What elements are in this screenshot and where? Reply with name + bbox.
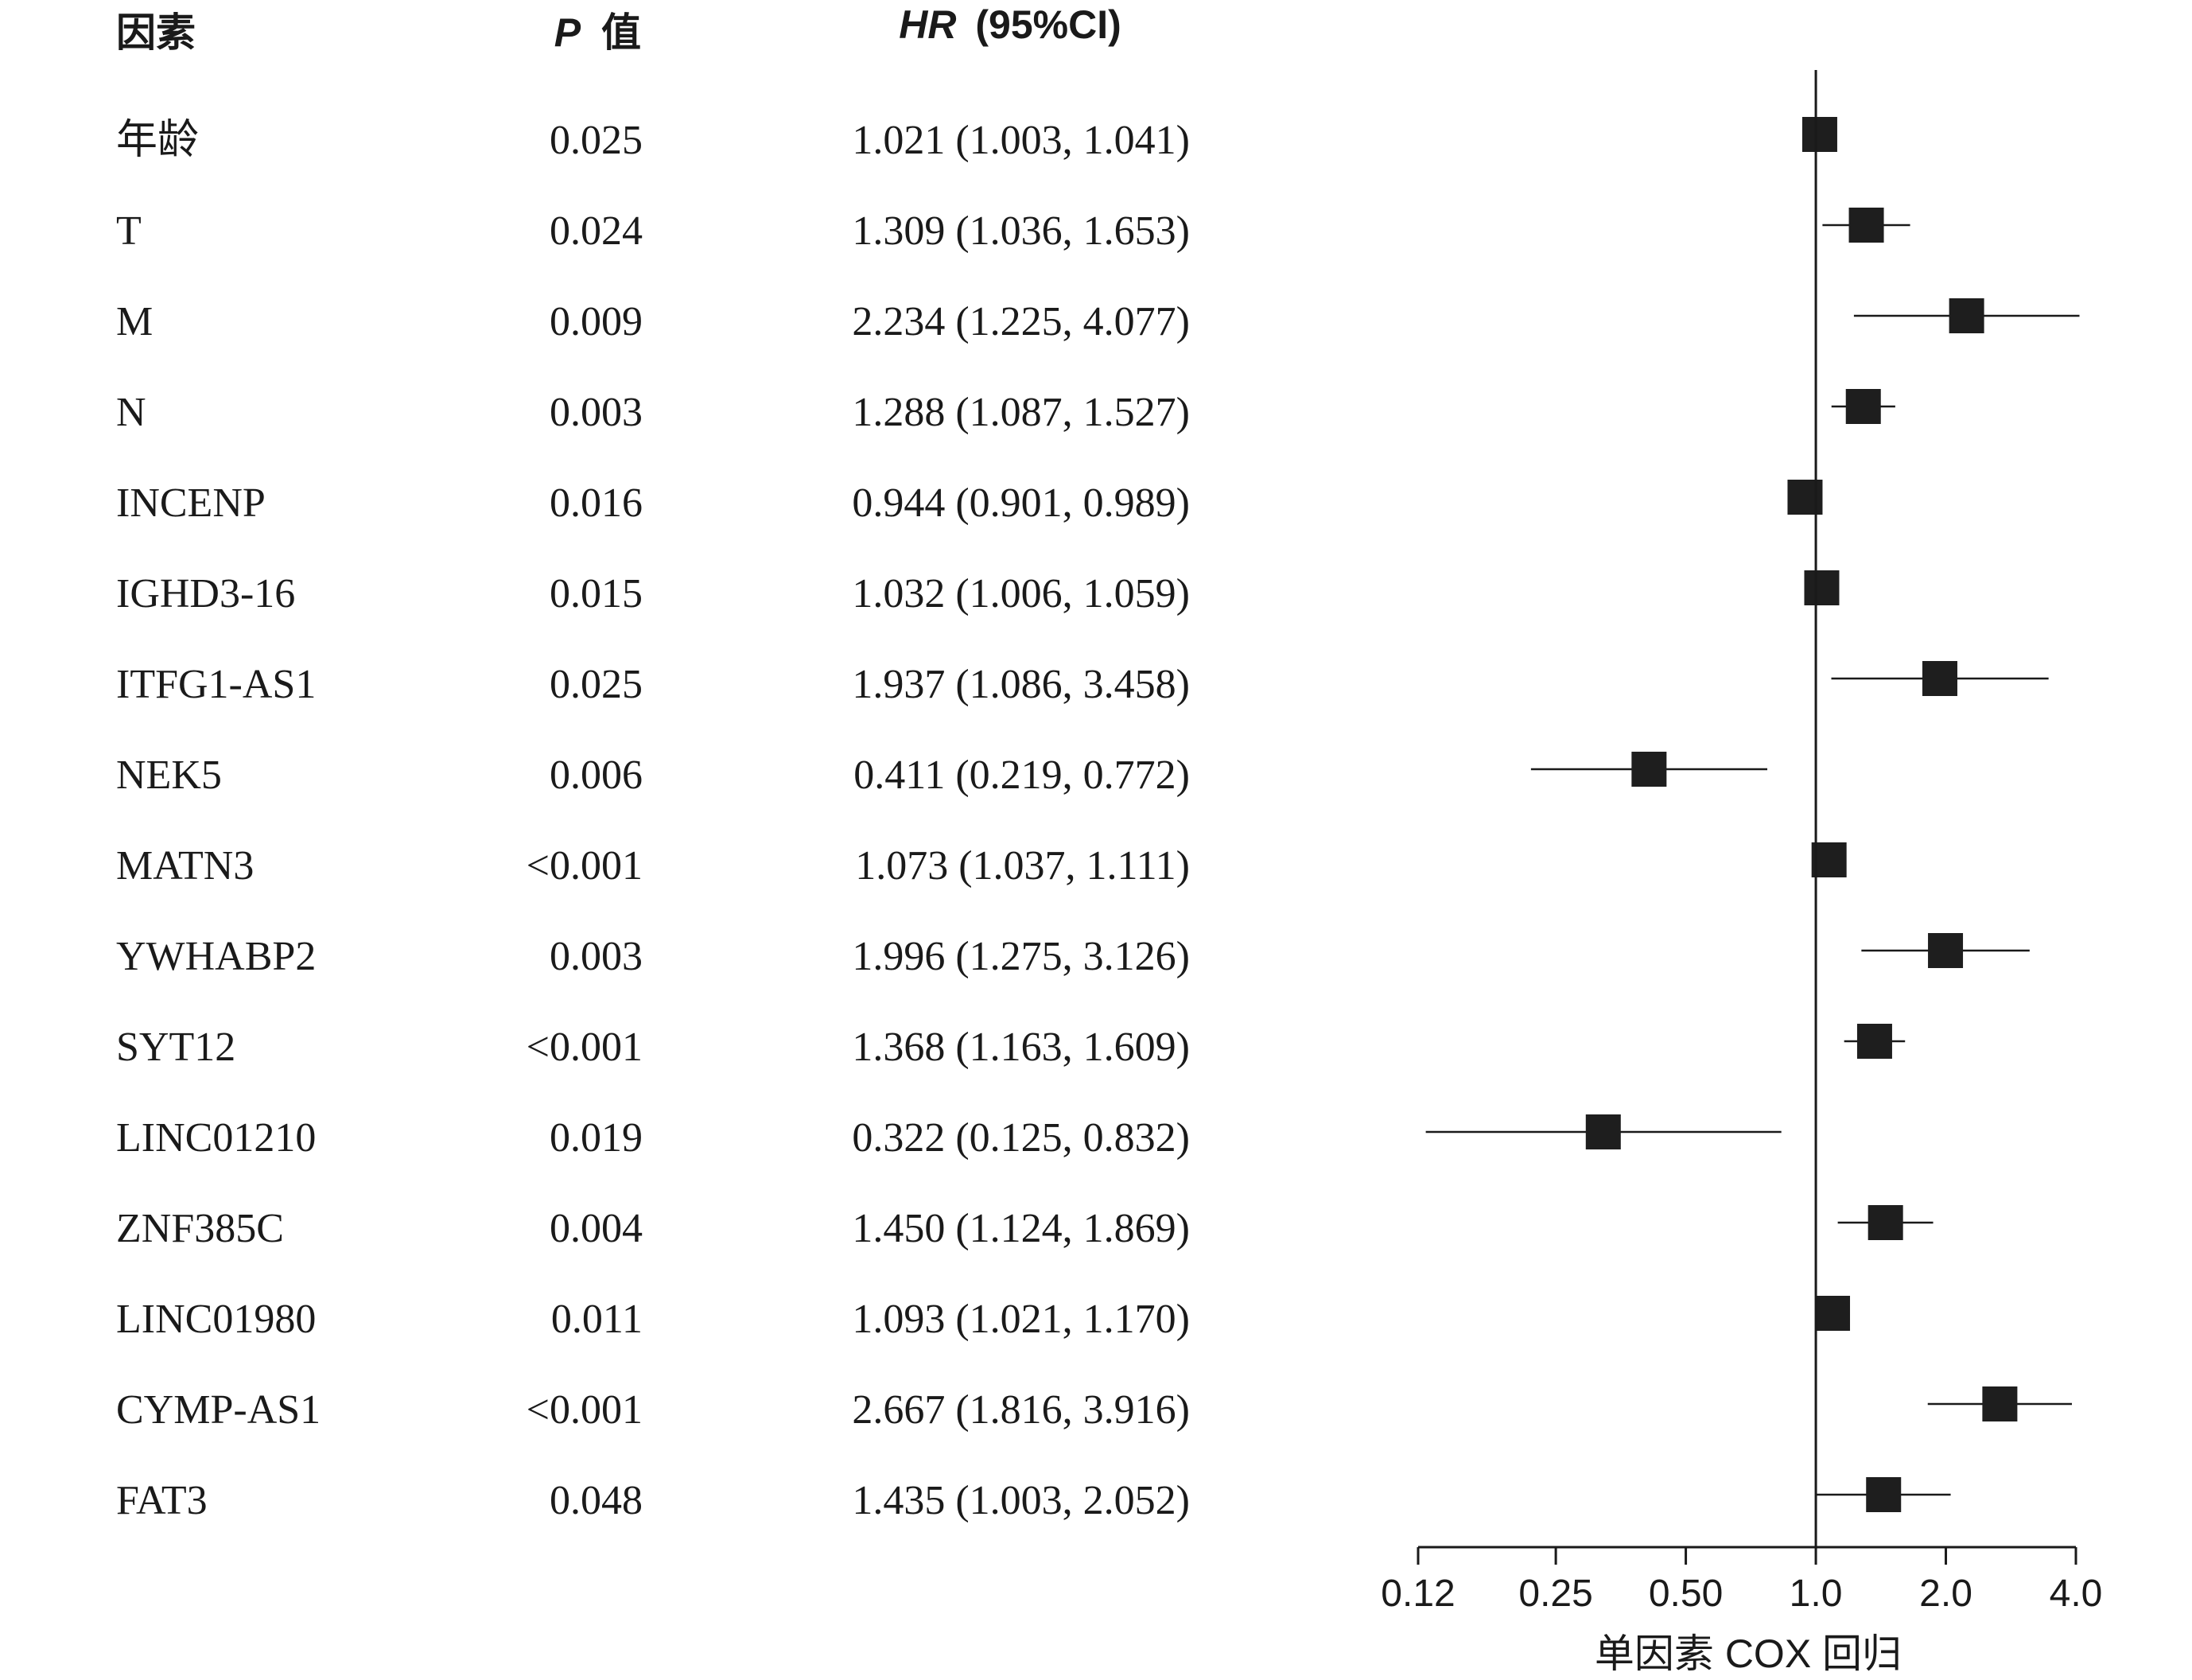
p-value-14: 0.011 — [551, 1297, 643, 1342]
x-tick-label-6: 4.0 — [2050, 1573, 2103, 1615]
x-tick-label-5: 2.0 — [1919, 1573, 1972, 1615]
hr-marker-2 — [1848, 208, 1884, 243]
hr-marker-11 — [1856, 1024, 1892, 1059]
factor-header: 因素 — [116, 10, 196, 55]
p-value-5: 0.016 — [550, 480, 643, 526]
factor-label-16: FAT3 — [116, 1478, 208, 1523]
p-suffix: 值 — [601, 10, 641, 55]
hr-ci-3: 2.234 (1.225, 4.077) — [852, 299, 1190, 344]
p-value-10: 0.003 — [550, 934, 643, 979]
hr-ci-2: 1.309 (1.036, 1.653) — [852, 208, 1190, 254]
p-value-header: P 值 — [554, 10, 641, 55]
hr-marker-13 — [1867, 1205, 1903, 1240]
table-rows: 年龄 0.025 1.021 (1.003, 1.041) T 0.024 1.309 (… — [116, 118, 1190, 1523]
hr-marker-1 — [1801, 117, 1837, 152]
p-value-1: 0.025 — [550, 118, 643, 163]
hr-ci-9: 1.073 (1.037, 1.111) — [855, 843, 1190, 889]
factor-label-2: T — [116, 208, 142, 254]
hr-ci-15: 2.667 (1.816, 3.916) — [852, 1387, 1190, 1433]
hr-ci-5: 0.944 (0.901, 0.989) — [852, 480, 1190, 526]
hr-marker-15 — [1982, 1386, 2018, 1421]
factor-label-14: LINC01980 — [116, 1297, 316, 1342]
hr-ci-1: 1.021 (1.003, 1.041) — [852, 118, 1190, 163]
p-value-13: 0.004 — [550, 1206, 643, 1251]
factor-label-8: NEK5 — [116, 752, 222, 798]
p-value-3: 0.009 — [550, 299, 643, 344]
factor-label-11: SYT12 — [116, 1025, 235, 1070]
hr-ci-13: 1.450 (1.124, 1.869) — [852, 1206, 1190, 1251]
p-value-11: <0.001 — [527, 1025, 643, 1070]
p-value-4: 0.003 — [550, 390, 643, 435]
hr-marker-10 — [1928, 933, 1964, 968]
hr-symbol: HR — [899, 2, 956, 47]
hr-marker-7 — [1922, 661, 1957, 696]
p-value-2: 0.024 — [550, 208, 643, 254]
factor-label-13: ZNF385C — [116, 1206, 284, 1251]
factor-label-6: IGHD3-16 — [116, 571, 295, 616]
factor-label-7: ITFG1-AS1 — [116, 662, 316, 707]
hr-ci-8: 0.411 (0.219, 0.772) — [853, 752, 1190, 798]
p-value-7: 0.025 — [550, 662, 643, 707]
hr-ci-6: 1.032 (1.006, 1.059) — [852, 571, 1190, 616]
hr-ci-11: 1.368 (1.163, 1.609) — [852, 1025, 1190, 1070]
hr-marker-4 — [1845, 389, 1881, 424]
x-axis: 0.12 0.25 0.50 1.0 2.0 4.0 — [1381, 1546, 2103, 1615]
factor-label-1: 年龄 — [116, 118, 199, 163]
plot-area — [1425, 70, 2080, 1547]
p-value-16: 0.048 — [550, 1478, 643, 1523]
p-value-8: 0.006 — [550, 752, 643, 798]
hr-marker-3 — [1949, 298, 1984, 333]
factor-label-10: YWHABP2 — [116, 934, 316, 979]
hr-ci-16: 1.435 (1.003, 2.052) — [852, 1478, 1190, 1523]
hr-marker-9 — [1811, 842, 1847, 877]
hr-ci-14: 1.093 (1.021, 1.170) — [852, 1297, 1190, 1342]
p-value-15: <0.001 — [527, 1387, 643, 1433]
x-tick-label-2: 0.25 — [1518, 1573, 1592, 1615]
x-axis-title: 单因素 COX 回归 — [1595, 1631, 1902, 1676]
hr-ci-12: 0.322 (0.125, 0.832) — [852, 1115, 1190, 1161]
factor-label-4: N — [116, 390, 146, 435]
hr-marker-5 — [1787, 480, 1823, 515]
p-value-9: <0.001 — [527, 843, 643, 889]
hr-ci-header: HR (95%CI) — [899, 2, 1121, 47]
factor-label-15: CYMP-AS1 — [116, 1387, 321, 1433]
x-tick-label-4: 1.0 — [1790, 1573, 1843, 1615]
hr-ci-7: 1.937 (1.086, 3.458) — [852, 662, 1190, 707]
x-tick-label-1: 0.12 — [1381, 1573, 1455, 1615]
hr-marker-6 — [1804, 570, 1840, 605]
hr-ci-4: 1.288 (1.087, 1.527) — [852, 390, 1190, 435]
hr-marker-12 — [1585, 1114, 1621, 1149]
hr-marker-8 — [1631, 752, 1667, 787]
factor-label-3: M — [116, 299, 153, 344]
hr-marker-14 — [1815, 1296, 1851, 1331]
p-value-6: 0.015 — [550, 571, 643, 616]
factor-label-12: LINC01210 — [116, 1115, 316, 1161]
hr-marker-16 — [1866, 1477, 1902, 1512]
factor-label-9: MATN3 — [116, 843, 254, 889]
factor-label-5: INCENP — [116, 480, 266, 526]
x-tick-label-3: 0.50 — [1649, 1573, 1723, 1615]
hr-ci-10: 1.996 (1.275, 3.126) — [852, 934, 1190, 979]
p-symbol: P — [554, 10, 581, 55]
hr-suffix: (95%CI) — [975, 2, 1121, 47]
p-value-12: 0.019 — [550, 1115, 643, 1161]
